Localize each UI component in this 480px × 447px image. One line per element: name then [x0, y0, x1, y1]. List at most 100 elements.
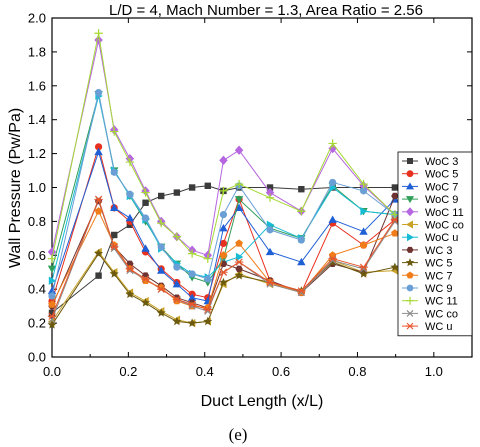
data-point — [110, 168, 118, 176]
data-point — [94, 29, 103, 38]
series-line — [51, 197, 396, 320]
legend-label: WC 3 — [425, 245, 453, 257]
data-point — [48, 316, 56, 324]
data-point — [141, 298, 151, 307]
data-point — [204, 182, 211, 190]
data-point — [48, 300, 56, 308]
legend-box — [397, 151, 473, 337]
figure-caption: (e) — [229, 425, 248, 444]
data-point — [172, 232, 182, 241]
data-point — [266, 226, 274, 234]
series-line — [51, 185, 395, 314]
y-axis-title: Wall Pressure (Pw/Pa) — [7, 108, 24, 268]
data-point — [406, 170, 414, 178]
data-point — [234, 145, 244, 155]
data-point — [47, 254, 57, 263]
data-point — [110, 243, 119, 251]
data-point — [203, 305, 212, 314]
data-point — [141, 244, 150, 252]
x-tick-label: 0.2 — [119, 364, 137, 379]
series-line — [51, 39, 396, 256]
legend-item: WoC u — [402, 232, 458, 244]
data-point — [94, 35, 103, 45]
data-point — [391, 229, 399, 237]
data-point — [265, 247, 275, 256]
legend-label: WoC co — [425, 220, 464, 232]
data-point — [328, 255, 337, 263]
legend-item: WoC 11 — [402, 207, 464, 219]
data-point — [94, 207, 103, 215]
data-point — [391, 192, 399, 200]
legend-item: WoC co — [402, 220, 464, 232]
legend-item: WC 3 — [402, 245, 453, 257]
legend-item: WC u — [402, 321, 453, 333]
data-point — [141, 188, 150, 197]
data-point — [110, 203, 119, 212]
data-point — [94, 195, 103, 203]
data-point — [406, 271, 414, 279]
data-point — [297, 207, 306, 216]
data-point — [360, 207, 368, 216]
data-point — [406, 246, 414, 253]
data-point — [391, 184, 399, 191]
legend-item: WoC 3 — [402, 156, 458, 168]
data-point — [172, 279, 182, 288]
data-point — [219, 268, 228, 276]
y-tick-label: 1.8 — [28, 44, 46, 59]
y-tick-label: 2.0 — [28, 11, 46, 26]
data-point — [390, 262, 400, 271]
data-point — [297, 257, 306, 266]
y-tick-label: 0.4 — [28, 282, 46, 297]
legend-item: WoC 9 — [402, 194, 458, 206]
legend-item: WoC 7 — [402, 181, 458, 193]
data-point — [406, 196, 414, 204]
data-point — [110, 127, 119, 136]
data-point — [218, 277, 228, 287]
data-point — [173, 263, 181, 271]
y-axis-ticks: 0.0 0.2 0.4 0.6 0.8 1.0 1.2 1.4 1.6 1.8 2.0 — [28, 11, 472, 365]
data-point — [219, 223, 228, 232]
chart-title: L/D = 4, Mach Number = 1.3, Area Ratio =… — [109, 2, 423, 19]
data-point — [234, 270, 244, 280]
data-point — [406, 182, 414, 190]
data-point — [219, 186, 228, 196]
data-point — [406, 284, 414, 292]
data-point — [406, 296, 414, 305]
data-point — [187, 249, 197, 258]
data-point — [172, 316, 182, 326]
data-point — [407, 158, 413, 164]
legend-item: WC 9 — [402, 283, 453, 295]
data-point — [94, 88, 103, 97]
data-point — [111, 231, 118, 239]
data-point — [203, 316, 213, 326]
legend-label: WoC 11 — [425, 207, 464, 219]
data-point — [328, 139, 337, 148]
data-point — [235, 265, 243, 273]
x-tick-label: 0.4 — [196, 364, 214, 379]
series-wc-u — [47, 195, 400, 320]
legend-item: WC 11 — [402, 296, 458, 308]
data-point — [297, 236, 305, 244]
series-line — [51, 195, 396, 309]
data-point — [94, 248, 104, 258]
data-point — [328, 257, 338, 266]
series-layer — [47, 29, 400, 329]
data-point — [187, 293, 197, 301]
data-point — [219, 155, 228, 166]
x-axis-title: Duct Length (x/L) — [201, 393, 324, 410]
data-point — [204, 275, 212, 283]
data-point — [188, 270, 196, 278]
data-point — [156, 308, 166, 317]
data-point — [94, 147, 103, 156]
data-point — [234, 196, 244, 204]
data-point — [172, 295, 182, 303]
data-point — [188, 184, 196, 191]
data-point — [235, 252, 244, 262]
y-tick-label: 1.4 — [28, 112, 46, 127]
data-point — [47, 312, 57, 320]
data-point — [187, 300, 197, 309]
y-tick-label: 0.0 — [28, 350, 46, 365]
data-point — [359, 179, 368, 189]
data-point — [219, 251, 228, 259]
